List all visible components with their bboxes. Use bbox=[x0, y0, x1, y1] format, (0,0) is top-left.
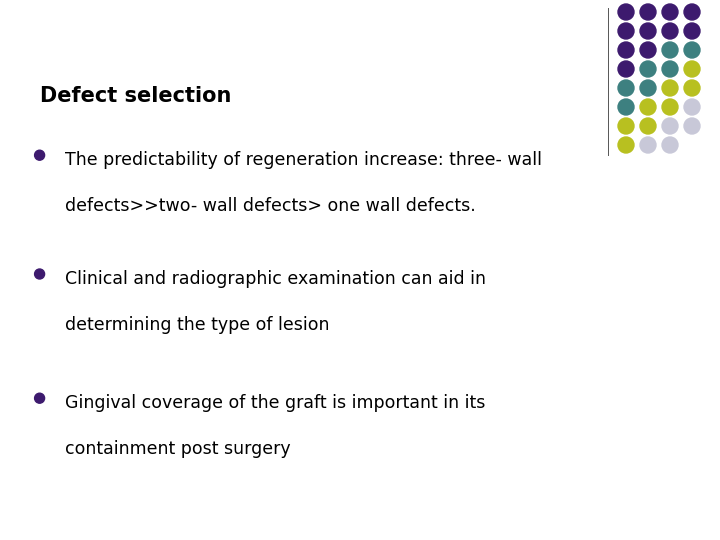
Circle shape bbox=[684, 99, 700, 115]
Circle shape bbox=[640, 99, 656, 115]
Circle shape bbox=[618, 118, 634, 134]
Circle shape bbox=[662, 42, 678, 58]
Circle shape bbox=[684, 118, 700, 134]
Circle shape bbox=[662, 80, 678, 96]
Text: determining the type of lesion: determining the type of lesion bbox=[65, 316, 329, 334]
Text: Clinical and radiographic examination can aid in: Clinical and radiographic examination ca… bbox=[65, 270, 486, 288]
Circle shape bbox=[640, 4, 656, 20]
Circle shape bbox=[684, 4, 700, 20]
Circle shape bbox=[35, 393, 45, 403]
Circle shape bbox=[662, 4, 678, 20]
Text: The predictability of regeneration increase: three- wall: The predictability of regeneration incre… bbox=[65, 151, 541, 169]
Circle shape bbox=[684, 61, 700, 77]
Circle shape bbox=[35, 269, 45, 279]
Circle shape bbox=[35, 150, 45, 160]
Circle shape bbox=[640, 118, 656, 134]
Circle shape bbox=[640, 42, 656, 58]
Circle shape bbox=[618, 80, 634, 96]
Text: Defect selection: Defect selection bbox=[40, 86, 231, 106]
Circle shape bbox=[640, 23, 656, 39]
Text: Gingival coverage of the graft is important in its: Gingival coverage of the graft is import… bbox=[65, 394, 485, 412]
Circle shape bbox=[618, 99, 634, 115]
Circle shape bbox=[618, 42, 634, 58]
Circle shape bbox=[662, 61, 678, 77]
Circle shape bbox=[684, 42, 700, 58]
Text: defects>>two- wall defects> one wall defects.: defects>>two- wall defects> one wall def… bbox=[65, 197, 475, 215]
Circle shape bbox=[640, 137, 656, 153]
Circle shape bbox=[618, 137, 634, 153]
Circle shape bbox=[662, 118, 678, 134]
Circle shape bbox=[618, 4, 634, 20]
Circle shape bbox=[684, 80, 700, 96]
Circle shape bbox=[662, 99, 678, 115]
Circle shape bbox=[662, 23, 678, 39]
Circle shape bbox=[618, 23, 634, 39]
Text: containment post surgery: containment post surgery bbox=[65, 440, 290, 458]
Circle shape bbox=[662, 137, 678, 153]
Circle shape bbox=[640, 61, 656, 77]
Circle shape bbox=[640, 80, 656, 96]
Circle shape bbox=[618, 61, 634, 77]
Circle shape bbox=[684, 23, 700, 39]
